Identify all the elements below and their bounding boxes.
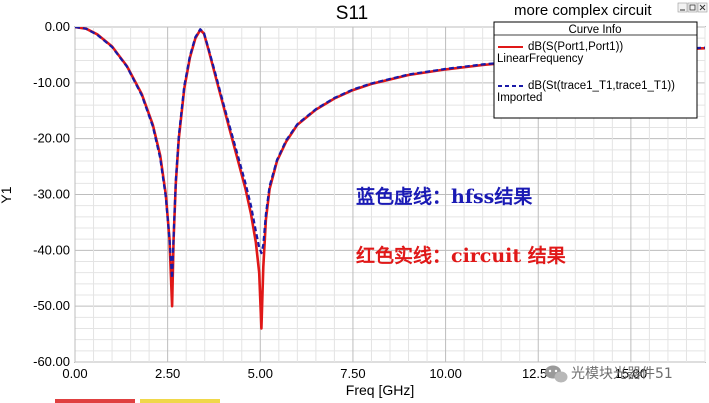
- y-tick-label: -30.00: [33, 187, 70, 202]
- x-axis-label: Freq [GHz]: [346, 382, 414, 398]
- legend-box: [493, 21, 698, 119]
- wechat-icon: [545, 365, 568, 383]
- chart-title: S11: [336, 3, 368, 24]
- x-tick-label: 2.50: [155, 366, 180, 381]
- y-tick-label: -60.00: [33, 354, 70, 369]
- y-tick-label: -20.00: [33, 131, 70, 146]
- close-icon[interactable]: [697, 2, 708, 13]
- x-tick-label: 5.00: [248, 366, 273, 381]
- x-tick-label: 10.00: [429, 366, 462, 381]
- legend[interactable]: Curve Info dB(S(Port1,Port1)) LinearFreq…: [493, 21, 698, 119]
- x-tick-label: 0.00: [62, 366, 87, 381]
- legend-entry-1-name: dB(S(Port1,Port1)): [528, 41, 623, 53]
- y-axis-label: Y1: [0, 186, 14, 203]
- y-tick-label: -10.00: [33, 75, 70, 90]
- bottom-tab-yellow: [140, 399, 220, 403]
- legend-entry-1-source: LinearFrequency: [497, 53, 584, 65]
- restore-icon[interactable]: [687, 2, 698, 13]
- annotation-circuit-result: 红色实线：circuit 结果: [356, 244, 566, 267]
- window-controls: [677, 2, 708, 13]
- minimize-icon[interactable]: [677, 2, 688, 13]
- legend-entry-2-source: Imported: [497, 92, 542, 104]
- x-tick-label: 15.00: [615, 366, 648, 381]
- legend-title: Curve Info: [568, 24, 621, 36]
- watermark-text: 光模块光器件51: [571, 366, 673, 382]
- bottom-tab-red: [55, 399, 135, 403]
- y-tick-label: 0.00: [45, 19, 70, 34]
- y-tick-label: -50.00: [33, 298, 70, 313]
- x-axis-ticks: 0.00 2.50 5.00 7.50 10.00 12.50 15.00: [62, 366, 647, 381]
- window-corner-title: more complex circuit: [514, 2, 652, 19]
- x-tick-label: 7.50: [340, 366, 365, 381]
- series-group: [75, 27, 705, 330]
- annotation-hfss-result: 蓝色虚线：hfss结果: [356, 185, 532, 208]
- y-axis-ticks: 0.00 -10.00 -20.00 -30.00 -40.00 -50.00 -60.00: [33, 19, 70, 369]
- watermark: 光模块光器件51: [545, 365, 673, 383]
- y-tick-label: -40.00: [33, 242, 70, 257]
- legend-entry-2-name: dB(St(trace1_T1,trace1_T1)): [528, 80, 675, 92]
